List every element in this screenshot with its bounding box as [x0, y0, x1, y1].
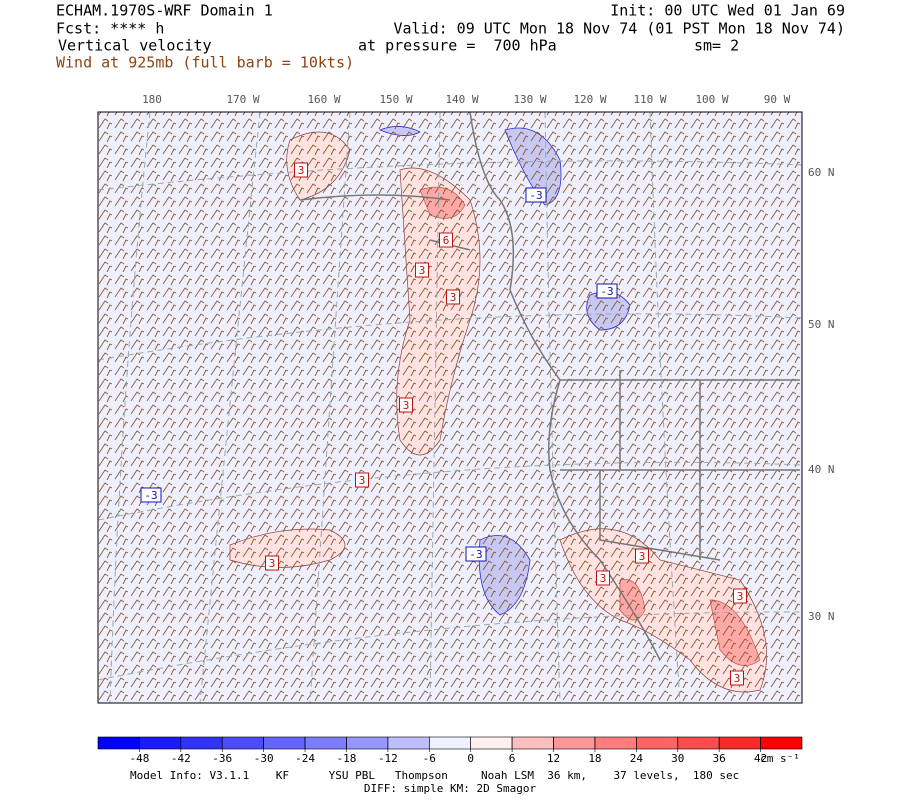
longitude-label: 100 W — [695, 93, 728, 106]
colorbar-label: 36 — [713, 752, 726, 765]
color-box — [387, 736, 430, 750]
forecast: Fcst: **** h — [56, 20, 164, 38]
longitude-label: 90 W — [764, 93, 791, 106]
colorbar-label: 0 — [467, 752, 474, 765]
map-frame — [97, 111, 803, 704]
contour-label: -3 — [600, 285, 613, 298]
contour-label-box — [596, 570, 610, 586]
field-name: Vertical velocity — [58, 37, 212, 55]
contour-label-box — [446, 289, 460, 305]
colorbar-label: -48 — [129, 752, 149, 765]
latitude-label: 50 N — [808, 318, 835, 331]
colorbar-label: 12 — [547, 752, 560, 765]
contour-label-box — [439, 232, 453, 248]
colorbar-label: -24 — [295, 752, 315, 765]
color-box — [139, 736, 182, 750]
color-box — [221, 736, 264, 750]
latitude-label: 40 N — [808, 463, 835, 476]
longitude-label: 120 W — [573, 93, 606, 106]
longitude-label: 170 W — [226, 93, 259, 106]
contour-label-box — [415, 262, 429, 278]
color-box — [180, 736, 223, 750]
color-box — [346, 736, 389, 750]
contour-label: 3 — [734, 672, 741, 685]
contour-label: 3 — [737, 590, 744, 603]
smoothing: sm= 2 — [694, 37, 739, 55]
contour-label-box — [355, 472, 369, 488]
colorbar-label: -18 — [337, 752, 357, 765]
contour-label: -3 — [144, 489, 157, 502]
contour-label: 3 — [403, 399, 410, 412]
pressure-level: at pressure = 700 hPa — [358, 37, 557, 55]
color-box — [594, 736, 637, 750]
colorbar-label: 30 — [671, 752, 684, 765]
contour-label: 3 — [359, 474, 366, 487]
contour-label-box — [465, 546, 487, 562]
contour-label-box — [596, 283, 618, 299]
colorbar-units: cm s⁻¹ — [760, 752, 800, 765]
init-time: Init: 00 UTC Wed 01 Jan 69 — [610, 2, 845, 20]
longitude-label: 160 W — [307, 93, 340, 106]
contour-label-box — [265, 555, 279, 571]
colorbar-label: -6 — [423, 752, 436, 765]
contour-label: 3 — [269, 557, 276, 570]
graticule — [97, 111, 803, 704]
colorbar-label: -30 — [254, 752, 274, 765]
diff-info: DIFF: simple KM: 2D Smagor — [364, 782, 537, 795]
contour-label-box — [294, 162, 308, 178]
coastlines — [299, 111, 800, 661]
color-box — [263, 736, 306, 750]
latitude-label: 60 N — [808, 166, 835, 179]
contour-label-box — [140, 487, 162, 503]
longitude-label: 150 W — [379, 93, 412, 106]
contour-label: 3 — [450, 291, 457, 304]
colorbar-label: -12 — [378, 752, 398, 765]
contour-label: -3 — [529, 189, 542, 202]
valid-time: Valid: 09 UTC Mon 18 Nov 74 (01 PST Mon … — [393, 20, 845, 38]
contour-label-box — [730, 670, 744, 686]
map: 3 3 6 3 3 3 3 -3 -3 -3 -3 3 3 3 3 — [97, 111, 803, 704]
contour-label: 3 — [600, 572, 607, 585]
contour-label-box — [525, 187, 547, 203]
contour-label: -3 — [469, 548, 482, 561]
title: ECHAM.1970S-WRF Domain 1 — [56, 2, 273, 20]
longitude-label: 130 W — [513, 93, 546, 106]
color-box — [470, 736, 513, 750]
colorbar-label: 24 — [630, 752, 644, 765]
color-box — [428, 736, 472, 750]
longitude-label: 140 W — [445, 93, 478, 106]
longitude-label: 180 — [142, 93, 162, 106]
color-box — [304, 736, 347, 750]
wind-barbs — [98, 112, 802, 703]
colorbar-label: -42 — [171, 752, 191, 765]
contour-label: 3 — [419, 264, 426, 277]
contour-label-box — [635, 548, 649, 564]
color-box — [511, 736, 554, 750]
color-box — [760, 736, 803, 750]
wind-note: Wind at 925mb (full barb = 10kts) — [56, 54, 354, 72]
model-info: Model Info: V3.1.1 KF YSU PBL Thompson N… — [130, 769, 739, 782]
color-box — [97, 736, 140, 750]
longitude-label: 110 W — [633, 93, 666, 106]
color-box — [718, 736, 761, 750]
contour-label: 3 — [298, 164, 305, 177]
color-box — [553, 736, 596, 750]
colorbar-label: -36 — [212, 752, 232, 765]
colorbar-label: 18 — [588, 752, 601, 765]
contour-label: 3 — [639, 550, 646, 563]
color-box — [677, 736, 720, 750]
colorbar-label: 42 — [754, 752, 767, 765]
contour-label-box — [733, 588, 747, 604]
colorbar-label: 6 — [509, 752, 516, 765]
color-box — [636, 736, 679, 750]
contour-label-box — [399, 397, 413, 413]
latitude-label: 30 N — [808, 610, 835, 623]
contour-label: 6 — [443, 234, 450, 247]
